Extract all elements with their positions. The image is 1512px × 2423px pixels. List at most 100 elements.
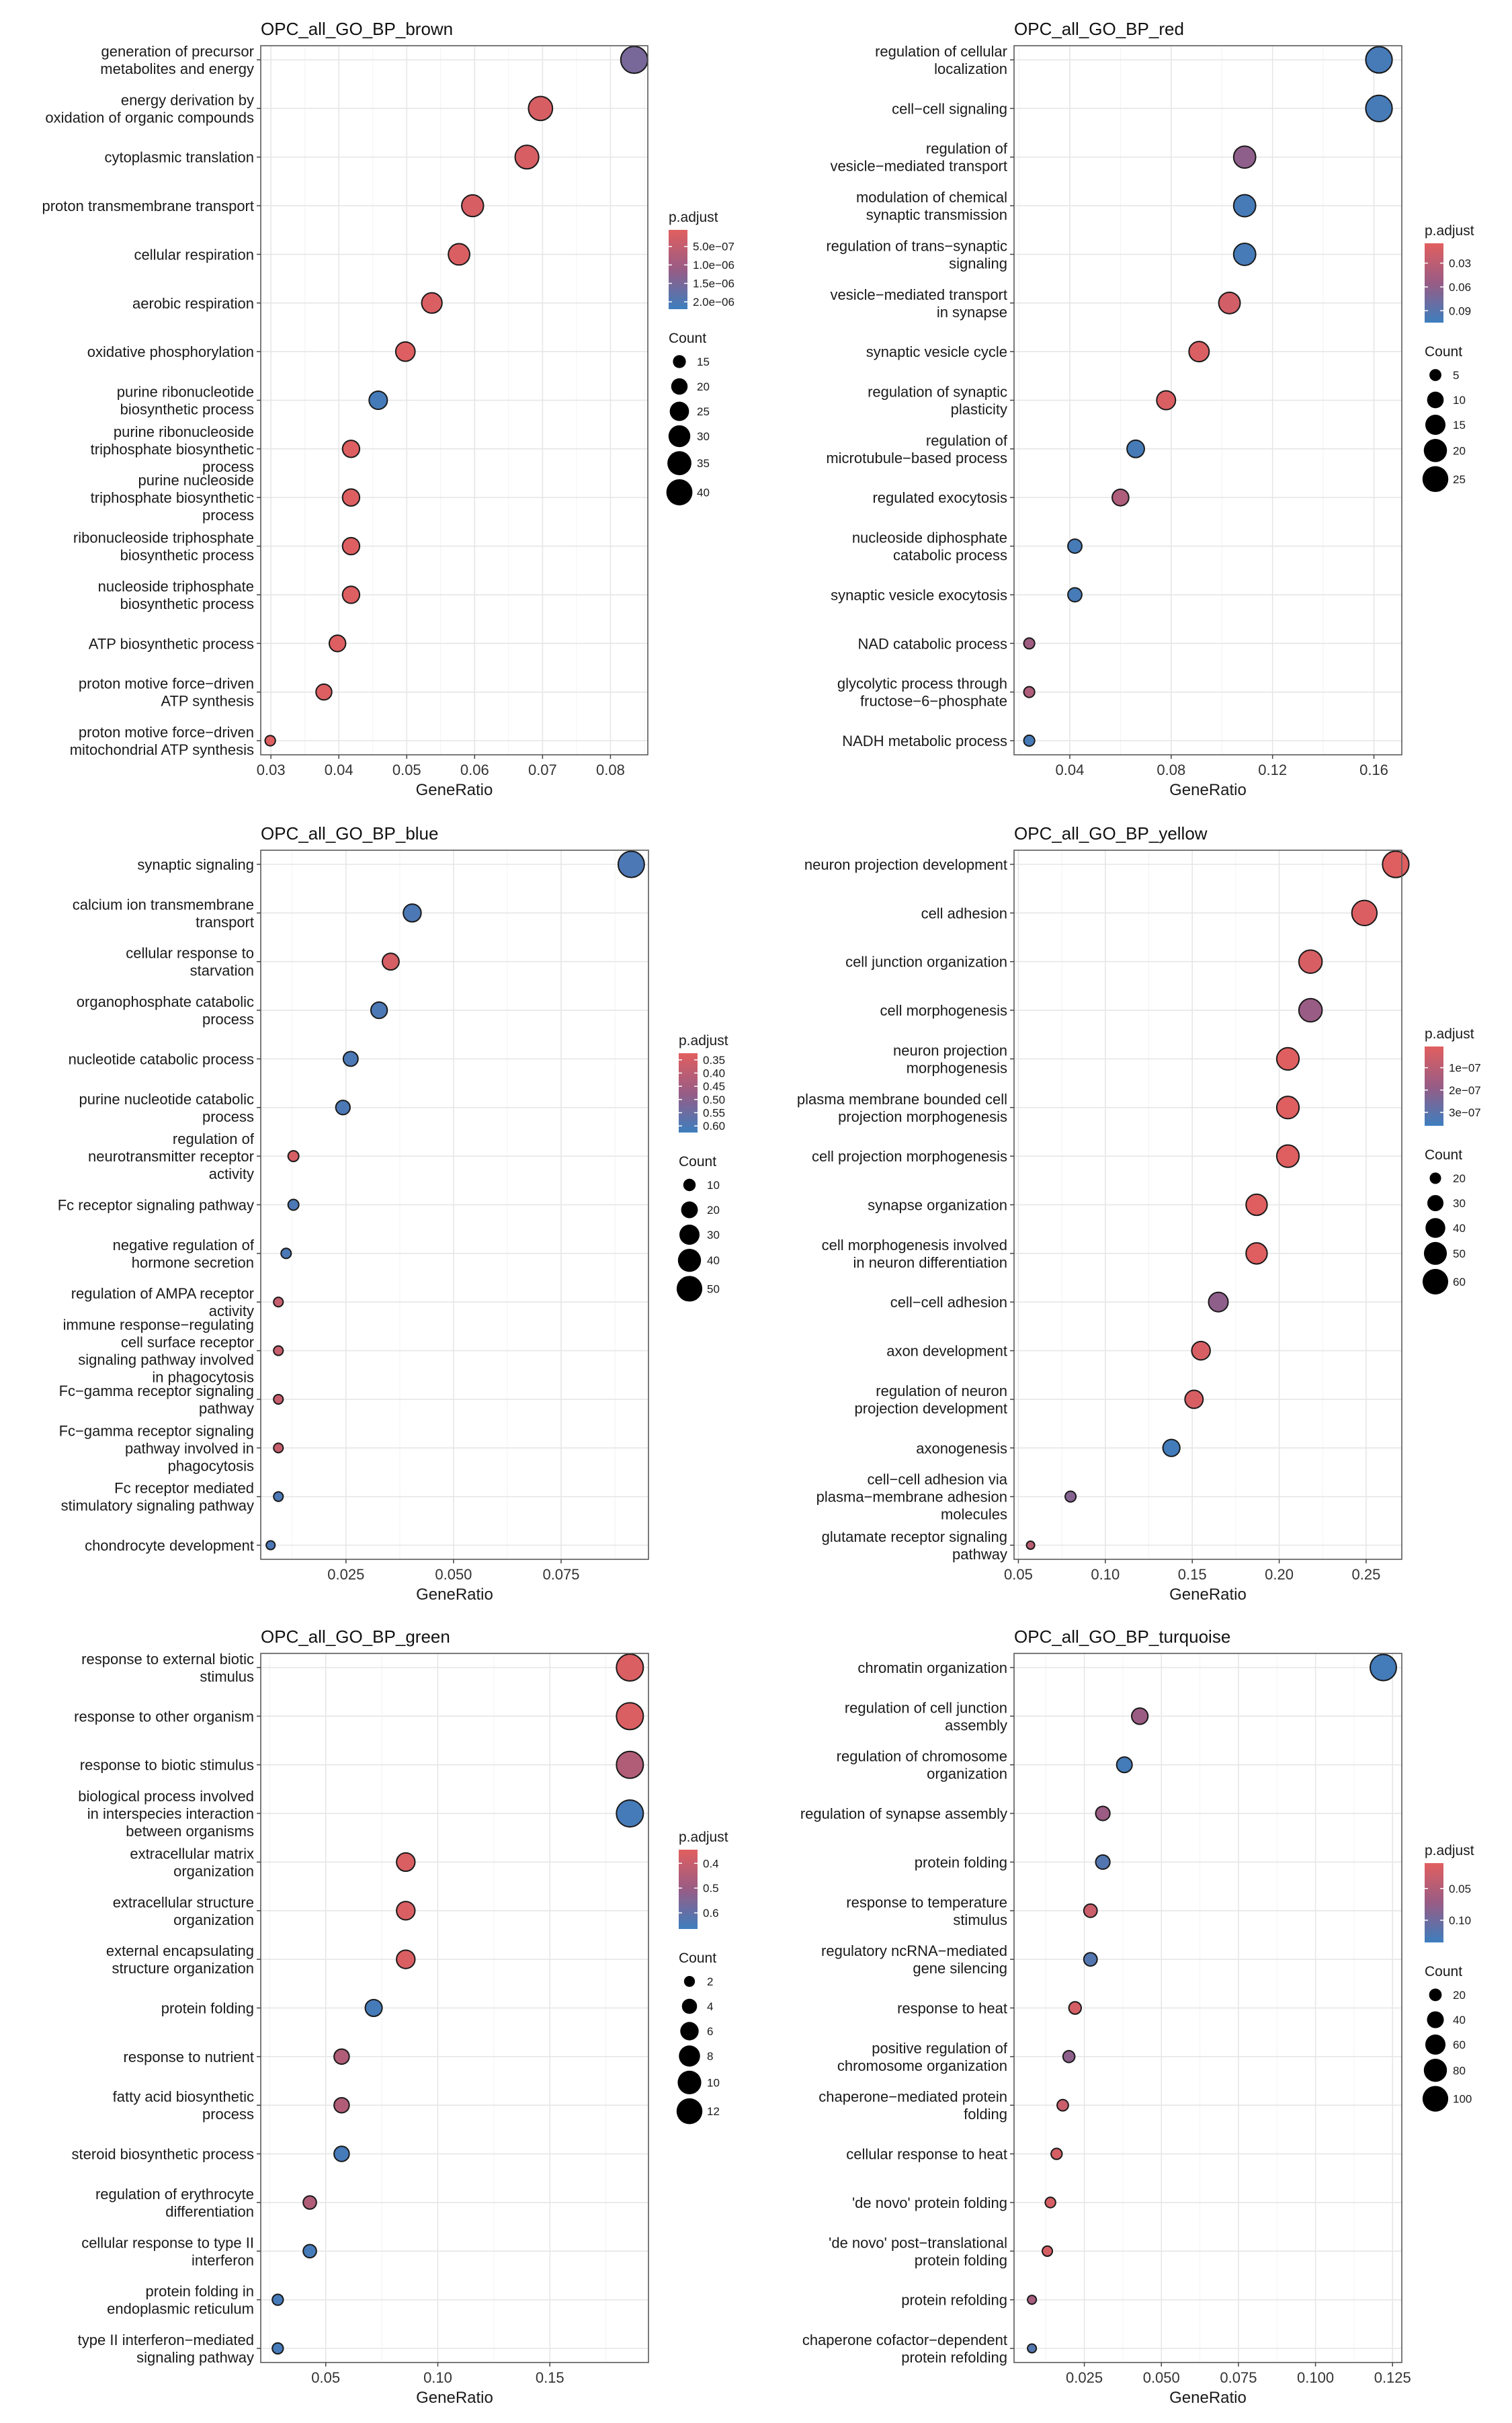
term-label: ribonucleoside triphosphate biosynthetic … xyxy=(73,530,254,564)
term-label: organophosphate catabolic process xyxy=(77,993,254,1028)
data-point xyxy=(341,488,361,507)
x-tick-label: 0.05 xyxy=(1004,1566,1033,1583)
data-point xyxy=(1056,2098,1069,2112)
size-key-dot xyxy=(1425,414,1446,436)
term-label: fatty acid biosynthetic process xyxy=(113,2088,254,2123)
size-key-dot xyxy=(1427,1194,1444,1212)
term-label: energy derivation by oxidation of organic… xyxy=(45,91,254,126)
x-tick-label: 0.12 xyxy=(1258,762,1287,778)
term-label: purine nucleoside triphosphate biosynthet… xyxy=(91,472,254,524)
term-label: extracellular matrix organization xyxy=(130,1845,254,1879)
term-label: external encapsulating structure organiza… xyxy=(106,1942,254,1977)
x-tick-label: 0.050 xyxy=(1143,2369,1180,2386)
colorbar-label: 0.4 xyxy=(703,1857,719,1870)
colorbar-label: 0.35 xyxy=(703,1054,725,1067)
term-label: purine ribonucleotide biosynthetic proces… xyxy=(117,384,254,418)
x-tick-label: 0.050 xyxy=(435,1566,472,1583)
colorbar-label: 1e−07 xyxy=(1449,1062,1481,1075)
colorbar-label: 0.5 xyxy=(703,1882,719,1895)
x-tick-label: 0.075 xyxy=(1220,2369,1257,2386)
size-key-label: 40 xyxy=(707,1254,720,1267)
size-key-dot xyxy=(1425,2034,1446,2055)
size-key-dot xyxy=(679,1225,700,1245)
x-tick-label: 0.03 xyxy=(257,762,286,778)
size-key-label: 40 xyxy=(1453,1222,1466,1235)
size-key-dot xyxy=(1423,1241,1447,1265)
size-key-dot xyxy=(677,1249,702,1272)
colorbar-label: 5.0e−07 xyxy=(693,241,734,253)
term-label: regulated exocytosis xyxy=(872,489,1007,506)
term-label: regulation of synapse assembly xyxy=(800,1805,1007,1822)
term-label: NAD catabolic process xyxy=(857,635,1007,652)
term-label: neuron projection development xyxy=(804,856,1007,873)
term-label: response to nutrient xyxy=(124,2049,254,2065)
term-label: extracellular structure organization xyxy=(113,1894,254,1928)
legend-size-title: Count xyxy=(1425,1147,1462,1163)
term-label: cell−cell adhesion xyxy=(890,1294,1007,1311)
size-key-dot xyxy=(677,2070,702,2094)
x-tick-label: 0.25 xyxy=(1352,1566,1381,1583)
x-tick-label: 0.05 xyxy=(311,2369,340,2386)
data-point xyxy=(1245,1242,1268,1265)
term-label: cellular respiration xyxy=(134,246,254,263)
size-key-label: 20 xyxy=(697,380,710,393)
data-point xyxy=(396,1852,416,1873)
term-label: calcium ion transmembrane transport xyxy=(73,896,254,930)
colorbar-label: 1.0e−06 xyxy=(693,259,734,272)
data-point xyxy=(368,390,388,411)
term-label: proton motive force−driven mitochondrial … xyxy=(70,724,254,758)
data-point xyxy=(1068,2001,1083,2015)
data-point xyxy=(1184,1389,1204,1409)
legend-color-title: p.adjust xyxy=(679,1830,728,1845)
size-key-dot xyxy=(680,2022,699,2041)
data-point xyxy=(1370,1653,1397,1682)
term-label: cell morphogenesis xyxy=(880,1002,1007,1019)
data-point xyxy=(273,1491,284,1502)
size-key-dot xyxy=(1422,466,1449,493)
data-point xyxy=(1365,46,1393,74)
panel-2: OPC_all_GO_BP_blue synaptic signaling calc… xyxy=(58,823,728,1604)
data-point xyxy=(1298,949,1323,974)
colorbar-label: 0.09 xyxy=(1449,304,1471,317)
term-label: 'de novo' post−translational protein fold… xyxy=(829,2234,1007,2268)
term-label: protein folding xyxy=(161,2000,254,2017)
colorbar xyxy=(1425,243,1443,323)
term-label: Fc receptor mediated stimulatory signalin… xyxy=(61,1480,254,1514)
data-point xyxy=(341,440,361,458)
data-point xyxy=(403,903,422,923)
size-key-label: 4 xyxy=(707,2000,713,2013)
size-key-label: 50 xyxy=(1453,1247,1466,1260)
term-label: NADH metabolic process xyxy=(842,733,1007,749)
data-point xyxy=(1027,2295,1038,2305)
x-tick-label: 0.025 xyxy=(327,1566,364,1583)
size-key-label: 50 xyxy=(707,1282,720,1295)
term-label: axon development xyxy=(886,1343,1007,1360)
data-point xyxy=(1351,899,1378,927)
x-tick-label: 0.15 xyxy=(1178,1566,1207,1583)
colorbar xyxy=(1425,1046,1443,1126)
data-point xyxy=(1232,145,1257,169)
size-key-dot xyxy=(1423,439,1447,462)
term-label: synaptic vesicle exocytosis xyxy=(831,587,1007,604)
panel-title: OPC_all_GO_BP_yellow xyxy=(1014,823,1208,844)
colorbar xyxy=(1425,1863,1443,1942)
data-point xyxy=(333,2048,350,2065)
term-label: Fc receptor signaling pathway xyxy=(58,1197,254,1214)
term-label: regulation of synaptic plasticity xyxy=(868,384,1007,418)
term-label: proton transmembrane transport xyxy=(42,198,255,214)
data-point xyxy=(315,683,333,701)
data-point xyxy=(341,585,361,604)
data-point xyxy=(617,850,645,878)
x-tick-label: 0.10 xyxy=(423,2369,452,2386)
legend-color-title: p.adjust xyxy=(669,210,718,225)
term-label: regulation of vesicle−mediated transport xyxy=(830,140,1007,175)
term-label: regulation of neurotransmitter receptor ac… xyxy=(88,1131,255,1182)
data-point xyxy=(302,2195,317,2210)
term-label: biological process involved in interspeci… xyxy=(78,1788,254,1840)
term-label: negative regulation of hormone secretion xyxy=(113,1237,255,1271)
term-label: chaperone cofactor−dependent protein refo… xyxy=(802,2332,1007,2366)
size-key-dot xyxy=(1429,1988,1442,2002)
term-label: protein folding in endoplasmic reticulum xyxy=(107,2283,254,2317)
data-point xyxy=(1116,1756,1133,1774)
